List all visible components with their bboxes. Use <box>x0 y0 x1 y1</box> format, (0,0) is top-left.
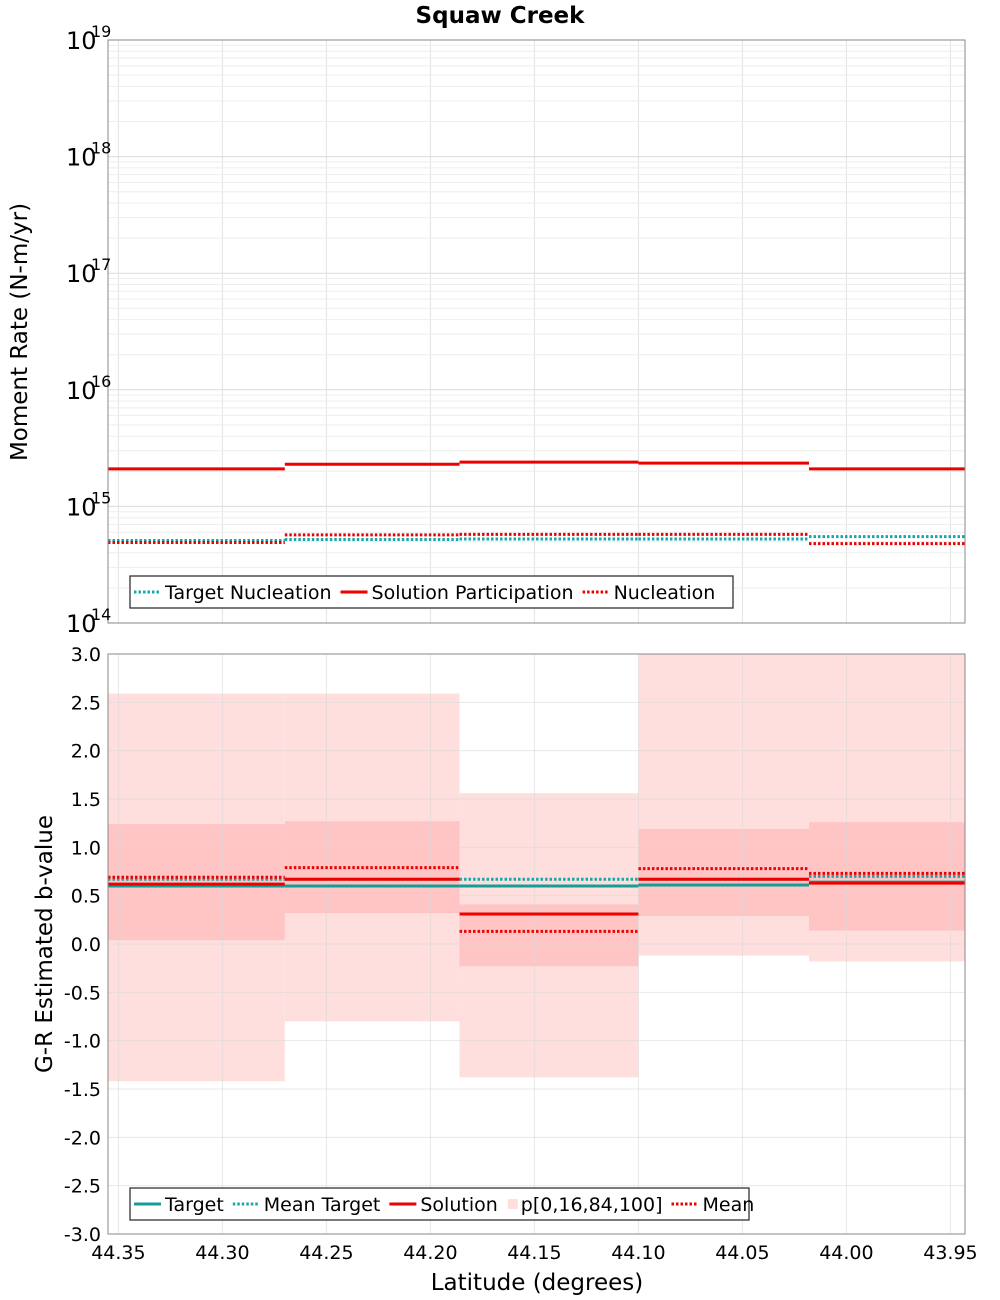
y-tick-label: -1.5 <box>64 1079 101 1101</box>
legend-entry: Target <box>134 1194 224 1216</box>
top-legend: Target Nucleation Solution Participation N… <box>129 575 734 609</box>
x-tick-label: 43.95 <box>923 1242 977 1264</box>
legend-label: Nucleation <box>614 582 716 604</box>
top-series <box>108 460 965 546</box>
top-y-axis-label: Moment Rate (N-m/yr) <box>7 203 33 461</box>
y-tick-base: 10 <box>66 493 97 521</box>
x-tick-label: 44.25 <box>299 1242 353 1264</box>
x-tick-label: 44.35 <box>91 1242 145 1264</box>
y-tick-label: -3.0 <box>64 1224 101 1246</box>
y-tick-label: 1.0 <box>71 837 101 859</box>
x-axis-label: Latitude (degrees) <box>431 1270 644 1296</box>
legend-entry: p[0,16,84,100] <box>507 1194 663 1216</box>
legend-entry: Target Nucleation <box>134 582 332 604</box>
legend-entry: Solution Participation <box>340 582 574 604</box>
x-tick-label: 44.05 <box>715 1242 769 1264</box>
legend-entry: Nucleation <box>582 582 716 604</box>
x-tick-label: 44.30 <box>195 1242 249 1264</box>
chart-title: Squaw Creek <box>416 3 586 29</box>
bottom-series <box>108 866 965 933</box>
bottom-legend: Target Mean Target Solution p[0,16,84,100] M… <box>129 1187 755 1221</box>
y-tick-label: 2.0 <box>71 741 101 763</box>
legend-entry: Mean <box>671 1194 755 1216</box>
y-tick-exponent: 17 <box>91 255 111 274</box>
y-tick-label: 0.5 <box>71 886 101 908</box>
legend-entry: Mean Target <box>232 1194 381 1216</box>
band-inner <box>108 824 285 941</box>
bottom-y-ticks: 3.0 2.5 2.0 1.5 1.0 0.5 0.0 -0.5 -1.0 -1.5 -2.0 -2.… <box>64 644 101 1246</box>
y-tick-label: 0.0 <box>71 934 101 956</box>
legend-box <box>129 575 734 609</box>
y-tick-label: -1.0 <box>64 1031 101 1053</box>
y-tick-exponent: 15 <box>91 488 111 507</box>
bottom-panel: 3.0 2.5 2.0 1.5 1.0 0.5 0.0 -0.5 -1.0 -1.5 -2.0 -2.… <box>32 644 966 1246</box>
band-inner <box>638 828 809 916</box>
x-tick-labels: 44.35 44.30 44.25 44.20 44.15 44.10 44.05 44.00… <box>91 1242 977 1264</box>
legend-swatch <box>507 1199 518 1209</box>
x-tick-label: 44.20 <box>403 1242 457 1264</box>
legend-label: Mean Target <box>264 1194 381 1216</box>
legend-label: Solution <box>420 1194 497 1216</box>
y-tick-base: 10 <box>66 377 97 405</box>
y-tick-exponent: 16 <box>91 372 111 391</box>
bottom-plot-frame <box>107 653 966 1235</box>
y-tick-base: 10 <box>66 144 97 172</box>
top-grid <box>108 40 965 624</box>
y-tick-label: -2.5 <box>64 1176 101 1198</box>
bottom-grid <box>108 653 965 1235</box>
y-tick-label: 3.0 <box>71 644 101 666</box>
y-tick-base: 10 <box>66 610 97 638</box>
y-tick-exponent: 14 <box>91 605 111 624</box>
legend-label: Mean <box>703 1194 755 1216</box>
y-tick-exponent: 19 <box>91 22 111 41</box>
y-tick-label: -0.5 <box>64 982 101 1004</box>
legend-label: p[0,16,84,100] <box>521 1194 663 1216</box>
y-tick-label: 2.5 <box>71 692 101 714</box>
bottom-y-axis-label: G-R Estimated b-value <box>32 815 58 1073</box>
x-tick-label: 44.15 <box>507 1242 561 1264</box>
legend-entry: Solution <box>389 1194 498 1216</box>
y-tick-label: 1.5 <box>71 789 101 811</box>
legend-label: Solution Participation <box>372 582 574 604</box>
y-tick-base: 10 <box>66 260 97 288</box>
x-tick-label: 44.00 <box>819 1242 873 1264</box>
y-tick-exponent: 18 <box>91 139 111 158</box>
legend-label: Target Nucleation <box>164 582 332 604</box>
y-tick-label: -2.0 <box>64 1127 101 1149</box>
legend-label: Target <box>164 1194 224 1216</box>
y-tick-base: 10 <box>66 27 97 55</box>
legend-box <box>129 1187 750 1221</box>
top-plot-frame <box>107 39 966 624</box>
bottom-percentile-bands <box>108 654 965 1082</box>
x-tick-label: 44.10 <box>611 1242 665 1264</box>
